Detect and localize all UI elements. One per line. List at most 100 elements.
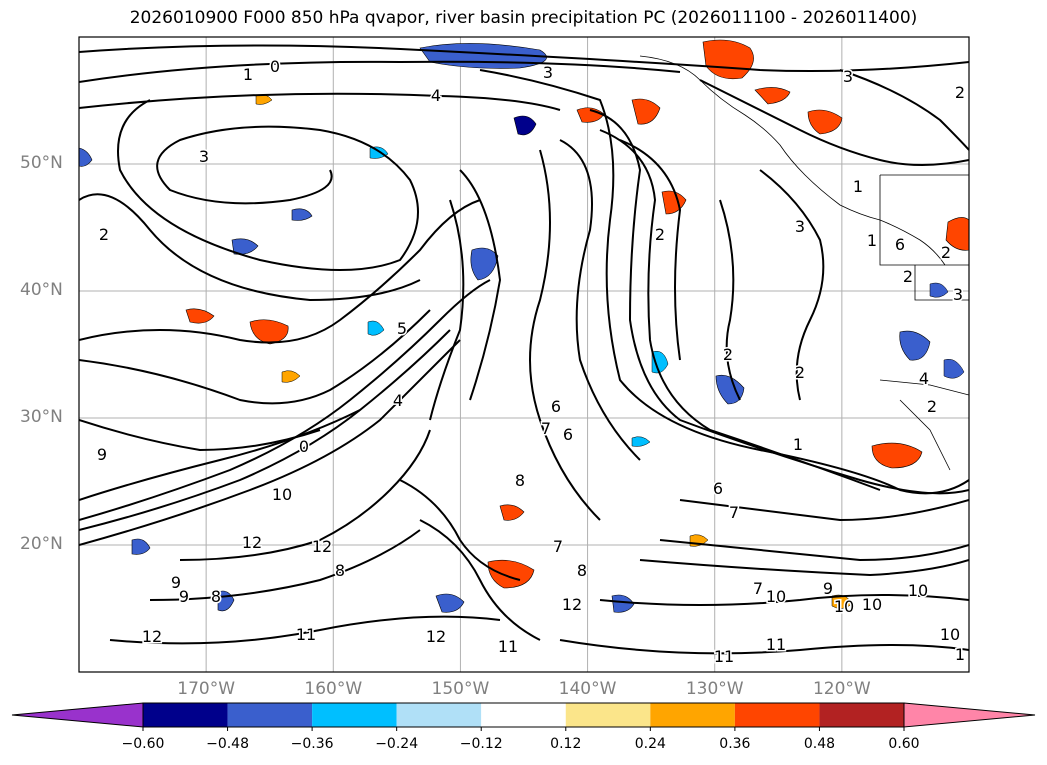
colorbar-tick-label: −0.36 [290, 736, 334, 752]
contour-line [699, 79, 969, 166]
anomaly-patch [899, 330, 931, 361]
contour-label: 1 [853, 177, 863, 196]
lon-label: 130°W [685, 679, 744, 699]
contour-label: 9 [823, 579, 833, 598]
contour-line [179, 429, 431, 561]
anomaly-patch [291, 208, 313, 221]
colorbar-tick-label: −0.60 [121, 736, 165, 752]
lat-label: 40°N [20, 280, 63, 300]
contour-label: 6 [551, 397, 561, 416]
contour-label: 5 [397, 319, 407, 338]
contour-label: 3 [843, 67, 853, 86]
lon-label: 140°W [558, 679, 617, 699]
contour-line [117, 99, 419, 271]
contour-label: 7 [553, 537, 563, 556]
lon-label: 150°W [431, 679, 490, 699]
coastlines [639, 55, 969, 471]
contour-label: 0 [270, 57, 280, 76]
contour-line [79, 409, 361, 501]
contour-line [79, 329, 451, 531]
contour-label: 12 [142, 627, 162, 646]
anomaly-patch [435, 593, 465, 613]
anomaly-patch [754, 87, 791, 105]
contour-line [659, 539, 969, 562]
colorbar-segment [396, 703, 482, 727]
anomaly-patch [631, 436, 651, 447]
contour-line [79, 92, 561, 111]
contour-label: 1 [867, 231, 877, 250]
colorbar-tick-label: 0.24 [634, 736, 666, 752]
contour-line [79, 199, 481, 344]
contour-line [759, 169, 825, 401]
anomaly-patch [831, 594, 853, 609]
contour-line [79, 309, 431, 405]
contour-label: 7 [541, 419, 551, 438]
contour-label: 6 [895, 235, 905, 254]
contour-line [79, 419, 321, 452]
anomaly-patch [499, 504, 525, 521]
anomaly-patch [249, 319, 289, 345]
contour-label: 2 [955, 83, 965, 102]
map-frame [78, 36, 970, 673]
contour-label: 4 [431, 86, 441, 105]
contour-line [429, 199, 465, 421]
contour-label: 2 [655, 225, 665, 244]
contour-line [839, 69, 969, 151]
contour-line [719, 199, 741, 401]
border-state [879, 379, 969, 396]
colorbar-tick-label: 0.60 [888, 736, 920, 752]
contour-label: 8 [515, 471, 525, 490]
contour-label: 2 [723, 345, 733, 364]
contour-label: 4 [919, 369, 929, 388]
contour-label: 10 [908, 581, 928, 600]
colorbar-tick-label: −0.12 [459, 736, 503, 752]
contour-label: 9 [179, 587, 189, 606]
contour-label: 9 [171, 573, 181, 592]
lat-label: 30°N [20, 407, 63, 427]
contour-line [599, 129, 881, 491]
colorbar-extend-low [11, 702, 144, 728]
contour-label: 3 [795, 217, 805, 236]
contour-label: 11 [296, 625, 316, 644]
colorbar-tick-label: 0.12 [550, 736, 582, 752]
border-mexico [899, 399, 951, 471]
contour-label: 2 [795, 363, 805, 382]
contour-label: 10 [766, 587, 786, 606]
contour-line [79, 339, 461, 546]
anomaly-patch [631, 98, 661, 125]
contour-line [559, 639, 969, 655]
border-state [914, 265, 969, 301]
contour-line [79, 279, 491, 521]
contour-label: 8 [577, 561, 587, 580]
lon-label: 120°W [812, 679, 871, 699]
anomaly-patch [131, 538, 151, 555]
contour-label: 2 [941, 243, 951, 262]
contour-label: 10 [272, 485, 292, 504]
contour-label: 8 [211, 587, 221, 606]
anomaly-patch [513, 115, 537, 136]
colorbar-tick-label: −0.24 [375, 736, 419, 752]
anomaly-patch [611, 594, 635, 613]
colorbar [11, 702, 1036, 731]
contour-label: 6 [713, 479, 723, 498]
colorbar-tick-label: 0.48 [803, 736, 836, 752]
contour-line [619, 139, 682, 361]
contour-label: 12 [562, 595, 582, 614]
colorbar-segment [312, 703, 397, 727]
colorbar-segment [565, 703, 651, 727]
contour-label: 3 [953, 285, 963, 304]
contour-label: 8 [335, 561, 345, 580]
contour-label: 12 [312, 537, 332, 556]
contour-line [479, 69, 969, 495]
colorbar-segment [650, 703, 735, 727]
contour-label: 9 [97, 445, 107, 464]
anomaly-patch [185, 308, 215, 324]
anomaly-patch [945, 217, 969, 251]
lon-label: 170°W [177, 679, 236, 699]
contour-line [399, 479, 521, 581]
anomaly-patch [929, 282, 949, 298]
contour-line [529, 149, 601, 521]
lat-label: 20°N [20, 534, 63, 554]
